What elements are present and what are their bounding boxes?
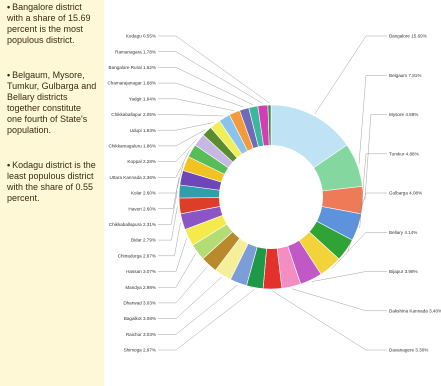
leader-bangalore-rural — [158, 67, 253, 105]
leader-mysore — [364, 114, 387, 201]
label-shimoga: Shimoga 2.97% — [124, 348, 156, 353]
leader-belgaum — [358, 75, 387, 165]
label-bellary: Bellary 4.14% — [389, 230, 417, 235]
label-chikkamagaluru: Chikkamagaluru 1.86% — [109, 144, 157, 149]
label-bidar: Bidar 2.79% — [131, 238, 156, 243]
label-bangalore-rural: Bangalore Rural 1.62% — [109, 65, 157, 70]
leader-haveri — [158, 177, 180, 209]
note-bangalore: • Bangalore district with a share of 15.6… — [7, 2, 91, 45]
leader-koppal — [158, 138, 198, 162]
label-chikkaballapur: Chikkaballapur 2.05% — [111, 112, 156, 117]
label-bangalore: Bangalore 15.69% — [389, 34, 427, 39]
label-chikkaballapura: Chikkaballapura 2.31% — [109, 222, 156, 227]
leader-chikkaballapura — [158, 191, 178, 225]
label-chitradurga: Chitradurga 2.87% — [118, 253, 156, 258]
label-dharwad: Dharwad 3.03% — [123, 301, 156, 306]
donut-hole — [219, 145, 323, 249]
label-haveri: Haveri 2.60% — [128, 206, 156, 211]
leader-dharwad — [158, 266, 208, 304]
label-bagalkot: Bagalkot 3.08% — [124, 316, 156, 321]
leader-chikkamagaluru — [158, 129, 206, 147]
donut-chart: Bangalore 15.69% Belgaum 7.81% Mysore 4.88… — [107, 34, 441, 353]
leader-chikkaballapur — [158, 114, 224, 117]
leader-uttara-kannada — [158, 149, 190, 178]
label-belgaum: Belgaum 7.81% — [389, 73, 421, 78]
label-udupi: Udupi 1.93% — [130, 128, 156, 133]
label-davanagere: Davanagere 3.30% — [389, 348, 428, 353]
label-dakshina-kannada: Dakshina Kannada 3.40% — [389, 308, 441, 313]
note-kodagu: • Kodagu district is the least populous d… — [7, 160, 96, 203]
label-hassan: Hassan 3.07% — [126, 269, 156, 274]
label-ramanagara: Ramanagara 1.78% — [115, 49, 156, 54]
label-tumkur: Tumkur 4.88% — [389, 151, 419, 156]
leader-chitradurga — [158, 222, 181, 257]
leader-chamarajanagar — [158, 82, 244, 108]
leader-yadgir — [158, 98, 234, 111]
leader-bijapur — [311, 271, 387, 282]
label-mysore: Mysore 4.88% — [389, 112, 418, 117]
leader-bagalkot — [158, 276, 222, 319]
label-chamarajanagar: Chamarajanagar 1.68% — [107, 81, 156, 86]
slice-labels: Bangalore 15.69% Belgaum 7.81% Mysore 4.88… — [107, 34, 441, 353]
label-raichur: Raichur 3.03% — [126, 332, 156, 337]
leader-raichur — [158, 284, 238, 335]
label-yadgir: Yadgir 1.94% — [129, 96, 156, 101]
leader-bellary — [331, 232, 387, 269]
label-kolar: Kolar 2.60% — [131, 191, 156, 196]
leader-dakshina-kannada — [291, 288, 387, 311]
label-mandya: Mandya 2.98% — [125, 285, 156, 290]
label-uttara-kannada: Uttara Kannada 2.36% — [110, 175, 156, 180]
leader-tumkur — [359, 153, 387, 229]
notes-panel: • Bangalore district with a share of 15.6… — [0, 0, 104, 386]
leader-lines — [158, 35, 387, 351]
leader-shimoga — [158, 289, 255, 351]
leader-hassan — [158, 238, 187, 272]
leader-ramanagara — [158, 51, 263, 104]
label-gulbarga: Gulbarga 4.08% — [389, 191, 422, 196]
label-bijapur: Bijapur 3.98% — [389, 269, 418, 274]
leader-udupi — [158, 122, 214, 131]
leader-gulbarga — [347, 192, 387, 252]
leader-bidar — [158, 206, 178, 241]
leader-kodagu — [158, 35, 270, 104]
leader-davanagere — [272, 290, 387, 351]
label-kodagu: Kodagu 0.55% — [126, 34, 156, 39]
label-koppal: Koppal 2.28% — [127, 159, 156, 164]
note-five-districts: • Belgaum, Mysore, Tumkur, Gulbarga and B… — [7, 70, 97, 135]
leader-mandya — [158, 253, 196, 288]
leader-bangalore — [314, 35, 387, 115]
